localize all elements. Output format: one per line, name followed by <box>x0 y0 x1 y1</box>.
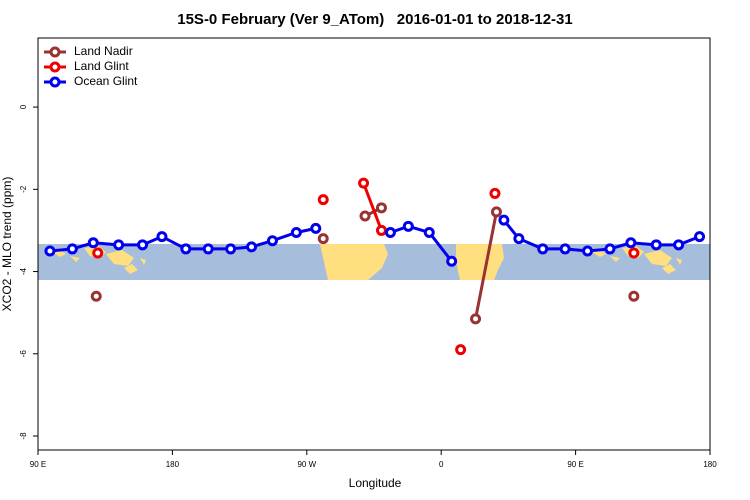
legend-label: Ocean Glint <box>74 74 138 88</box>
point <box>402 220 414 232</box>
point <box>537 243 549 255</box>
point <box>92 247 104 259</box>
point <box>180 243 192 255</box>
point <box>582 245 594 257</box>
point <box>498 214 510 226</box>
point <box>113 239 125 251</box>
legend-label: Land Glint <box>74 59 129 73</box>
point <box>455 344 467 356</box>
point <box>384 226 396 238</box>
point <box>266 235 278 247</box>
point <box>423 226 435 238</box>
point <box>446 255 458 267</box>
point <box>225 243 237 255</box>
y-tick-label: -4 <box>19 267 28 275</box>
x-tick-label: 90 E <box>30 460 46 469</box>
y-tick-label: -6 <box>19 350 28 358</box>
point <box>375 224 387 236</box>
point <box>359 210 371 222</box>
point <box>489 187 501 199</box>
y-axis-label: XCO2 - MLO trend (ppm) <box>0 177 14 312</box>
point <box>470 313 482 325</box>
legend-marker <box>49 76 61 88</box>
point <box>513 233 525 245</box>
point <box>628 290 640 302</box>
x-tick-label: 180 <box>166 460 180 469</box>
point <box>290 226 302 238</box>
point <box>650 239 662 251</box>
y-tick-label: -8 <box>19 432 28 440</box>
series-line <box>389 224 453 263</box>
series-line <box>502 219 701 253</box>
y-tick-label: 0 <box>19 104 28 109</box>
x-tick-label: 0 <box>439 460 444 469</box>
point <box>44 245 56 257</box>
point <box>137 239 149 251</box>
point <box>317 233 329 245</box>
chart-title: 15S-0 February (Ver 9_ATom) 2016-01-01 t… <box>177 11 572 28</box>
point <box>604 243 616 255</box>
x-tick-label: 90 E <box>567 460 583 469</box>
point <box>317 194 329 206</box>
point <box>87 237 99 249</box>
y-tick-label: -2 <box>19 185 28 193</box>
x-tick-label: 180 <box>703 460 717 469</box>
legend-marker <box>49 61 61 73</box>
point <box>156 231 168 243</box>
plot-frame <box>37 37 711 451</box>
x-tick-label: 90 W <box>297 460 316 469</box>
land <box>52 244 682 280</box>
point <box>246 241 258 253</box>
point <box>375 202 387 214</box>
point <box>694 231 706 243</box>
point <box>628 247 640 259</box>
point <box>90 290 102 302</box>
point <box>358 177 370 189</box>
x-axis-label: Longitude <box>349 476 402 490</box>
series-line <box>474 211 498 320</box>
series-line <box>362 182 383 231</box>
point <box>66 243 78 255</box>
point <box>673 239 685 251</box>
legend-label: Land Nadir <box>74 44 133 58</box>
point <box>202 243 214 255</box>
point <box>559 243 571 255</box>
point <box>625 237 637 249</box>
legend-marker <box>49 46 61 58</box>
point <box>310 222 322 234</box>
point <box>490 206 502 218</box>
